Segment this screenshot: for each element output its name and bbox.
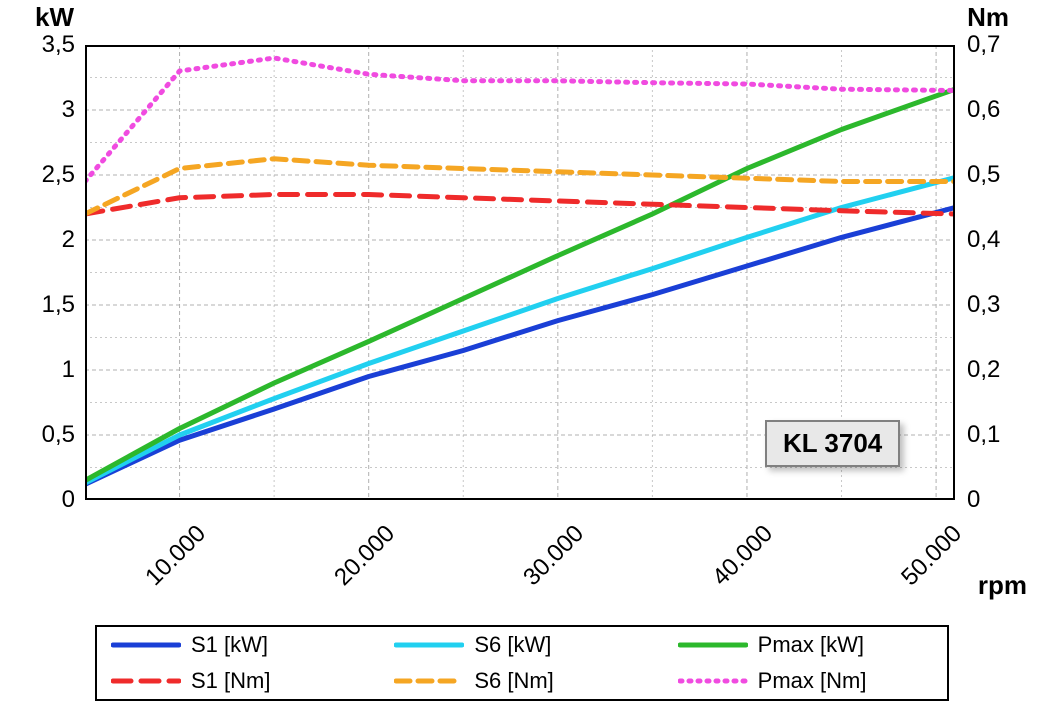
y-right-tick: 0,1	[967, 421, 1000, 449]
legend-swatch-s6_nm	[394, 670, 464, 692]
y-right-tick: 0,4	[967, 226, 1000, 254]
series-s1_nm	[85, 195, 955, 215]
y-left-tick: 0,5	[42, 421, 75, 449]
legend-item-pmax_nm: Pmax [Nm]	[664, 663, 947, 699]
y-left-tick: 3	[62, 96, 75, 124]
legend-label-s6_kw: S6 [kW]	[474, 632, 551, 658]
legend-swatch-s1_nm	[111, 670, 181, 692]
chart-model-label: KL 3704	[765, 420, 900, 467]
legend-item-pmax_kw: Pmax [kW]	[664, 627, 947, 663]
y-right-tick: 0	[967, 486, 980, 514]
y-right-axis-title: Nm	[967, 2, 1009, 33]
legend-item-s6_nm: S6 [Nm]	[380, 663, 663, 699]
y-left-tick: 0	[62, 486, 75, 514]
series-s6_nm	[85, 159, 955, 214]
x-tick: 20.000	[317, 520, 400, 603]
legend-label-s6_nm: S6 [Nm]	[474, 668, 553, 694]
legend-label-s1_kw: S1 [kW]	[191, 632, 268, 658]
legend-item-s1_kw: S1 [kW]	[97, 627, 380, 663]
legend-swatch-s6_kw	[394, 634, 464, 656]
y-left-axis-title: kW	[35, 2, 74, 33]
legend-label-pmax_kw: Pmax [kW]	[758, 632, 864, 658]
legend: S1 [kW] S6 [kW] Pmax [kW] S1 [Nm] S6 [Nm] Pma…	[95, 625, 949, 701]
legend-label-s1_nm: S1 [Nm]	[191, 668, 270, 694]
chart-page: kW Nm rpm 0 0,5 1 1,5 2 2,5 3 3,5 0 0,1 0,2 0,3 0,4…	[0, 0, 1039, 708]
y-left-tick: 1,5	[42, 291, 75, 319]
legend-swatch-s1_kw	[111, 634, 181, 656]
y-right-tick: 0,5	[967, 161, 1000, 189]
y-right-tick: 0,3	[967, 291, 1000, 319]
y-right-tick: 0,7	[967, 31, 1000, 59]
legend-item-s1_nm: S1 [Nm]	[97, 663, 380, 699]
legend-swatch-pmax_nm	[678, 670, 748, 692]
x-tick: 30.000	[506, 520, 589, 603]
y-right-tick: 0,2	[967, 356, 1000, 384]
x-tick: 40.000	[695, 520, 778, 603]
x-tick: 50.000	[884, 520, 967, 603]
y-left-tick: 1	[62, 356, 75, 384]
x-axis-title: rpm	[978, 570, 1027, 601]
legend-swatch-pmax_kw	[678, 634, 748, 656]
y-left-tick: 2,5	[42, 161, 75, 189]
y-left-tick: 2	[62, 226, 75, 254]
y-right-tick: 0,6	[967, 96, 1000, 124]
legend-item-s6_kw: S6 [kW]	[380, 627, 663, 663]
legend-label-pmax_nm: Pmax [Nm]	[758, 668, 867, 694]
y-left-tick: 3,5	[42, 31, 75, 59]
x-tick: 10.000	[128, 520, 211, 603]
